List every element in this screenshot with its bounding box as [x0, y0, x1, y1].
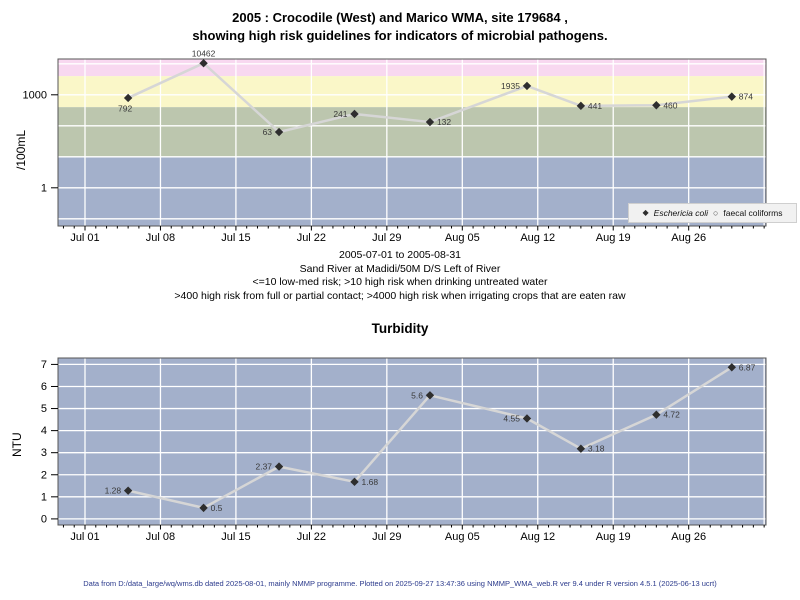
gridlines: [58, 358, 766, 525]
data-point-marker: [727, 363, 736, 372]
footer-provenance-text: Data from D:/data_large/wq/wms.db dated …: [83, 579, 717, 588]
plot-border: [57, 58, 767, 227]
risk-band-1: [58, 76, 766, 108]
data-point-marker: [652, 101, 661, 110]
data-point-label: 1.28: [105, 486, 122, 496]
data-point-label: 10462: [192, 49, 216, 59]
x-axis-ticks: [62, 525, 765, 530]
y-tick-label: 0: [41, 513, 47, 525]
data-point-marker: [199, 503, 208, 513]
x-tick-label: Aug 12: [520, 232, 555, 244]
data-point-marker: [199, 58, 208, 68]
x-tick-label: Aug 19: [596, 531, 631, 543]
data-point-label: 132: [437, 117, 451, 127]
y-tick-label: 3: [41, 447, 47, 459]
data-point-marker: [274, 462, 284, 471]
legend-label-ecoli: Eschericia coli: [653, 208, 708, 218]
data-point-marker: [350, 477, 359, 487]
chart-area-2: Jul 01 Jul 08 Jul 15 Jul 22 Jul 29 Aug 05 Aug …: [41, 357, 767, 543]
legend-box: ◆ Eschericia coli ○ faecal coliforms: [628, 203, 797, 223]
x-tick-label: Jul 15: [221, 232, 250, 244]
data-point-label: 460: [663, 100, 677, 110]
data-point-label: 874: [739, 92, 753, 102]
x-tick-label: Aug 05: [445, 232, 480, 244]
data-point-marker: [576, 444, 586, 453]
y-tick-label: 4: [41, 425, 47, 437]
data-point-marker: [727, 92, 736, 101]
y-tick-label: 1: [41, 182, 47, 194]
x-tick-label: Jul 29: [372, 531, 401, 543]
data-point-label: 2.37: [255, 462, 272, 472]
data-point-marker: [123, 486, 133, 495]
data-point-marker: [652, 410, 661, 419]
subtitle-site: Sand River at Madidi/50M D/S Left of Riv…: [299, 262, 501, 275]
x-axis-ticks: [62, 226, 765, 231]
data-point-label: 4.72: [663, 410, 680, 420]
data-point-label: 63: [263, 127, 273, 137]
chart-title-line2: showing high risk guidelines for indicat…: [192, 28, 608, 43]
data-point-marker: [425, 117, 435, 127]
filled-diamond-icon: ◆: [642, 208, 649, 217]
open-circle-icon: ○: [712, 207, 719, 218]
data-point-marker: [123, 93, 133, 103]
chart-title: 2005 : Crocodile (West) and Marico WMA, …: [0, 9, 800, 45]
data-point-marker: [522, 414, 532, 423]
subtitle-block: 2005-07-01 to 2005-08-31 Sand River at M…: [0, 249, 800, 303]
y-tick-label: 1: [41, 491, 47, 503]
chart-title-line1: 2005 : Crocodile (West) and Marico WMA, …: [232, 10, 568, 25]
subtitle-guideline-1: <=10 low-med risk; >10 high risk when dr…: [252, 276, 548, 288]
data-point-marker: [425, 391, 435, 400]
x-tick-label: Jul 01: [70, 531, 99, 543]
risk-band-2: [58, 107, 766, 157]
data-point-marker: [274, 127, 284, 137]
risk-band-0: [58, 59, 766, 77]
x-tick-label: Aug 12: [520, 531, 555, 543]
data-point-marker: [350, 109, 359, 119]
data-point-label: 6.87: [739, 362, 756, 372]
subtitle-guideline-2: >400 high risk from full or partial cont…: [174, 289, 626, 302]
x-tick-label: Aug 05: [445, 531, 480, 543]
x-tick-label: Jul 29: [372, 232, 401, 244]
data-point-label: 792: [118, 103, 132, 113]
y-tick-label: 5: [41, 403, 47, 415]
x-tick-label: Jul 01: [70, 232, 99, 244]
subtitle-period: 2005-07-01 to 2005-08-31: [338, 249, 461, 261]
x-tick-label: Aug 26: [671, 232, 706, 244]
x-tick-label: Aug 19: [596, 232, 631, 244]
x-tick-label: Jul 22: [297, 232, 326, 244]
x-tick-label: Jul 08: [146, 531, 175, 543]
turbidity-title: Turbidity: [371, 321, 429, 336]
data-point-label: 3.18: [588, 444, 605, 454]
gridlines: [58, 59, 766, 226]
y-tick-label: 1000: [23, 89, 47, 101]
y-tick-label: 2: [41, 469, 47, 481]
data-point-label: 5.6: [411, 390, 423, 400]
data-point-marker: [576, 101, 586, 111]
x-tick-label: Aug 26: [671, 531, 706, 543]
data-point-marker: [522, 81, 532, 91]
legend-label-faecal-coliforms: faecal coliforms: [723, 208, 783, 218]
data-point-label: 0.5: [211, 503, 223, 513]
x-tick-label: Jul 22: [297, 531, 326, 543]
plot-border: [57, 357, 767, 526]
x-tick-label: Jul 15: [221, 531, 250, 543]
x-tick-label: Jul 08: [146, 232, 175, 244]
data-point-label: 4.55: [503, 413, 520, 423]
data-point-label: 441: [588, 101, 602, 111]
data-point-label: 1.68: [362, 477, 379, 487]
data-point-label: 1935: [501, 81, 520, 91]
y-tick-label: 7: [41, 359, 47, 371]
y-tick-label: 6: [41, 381, 47, 393]
y-axis-label-ntu: NTU: [10, 432, 24, 458]
data-point-label: 241: [333, 109, 347, 119]
y-axis-label-per-100ml: /100mL: [14, 129, 28, 171]
